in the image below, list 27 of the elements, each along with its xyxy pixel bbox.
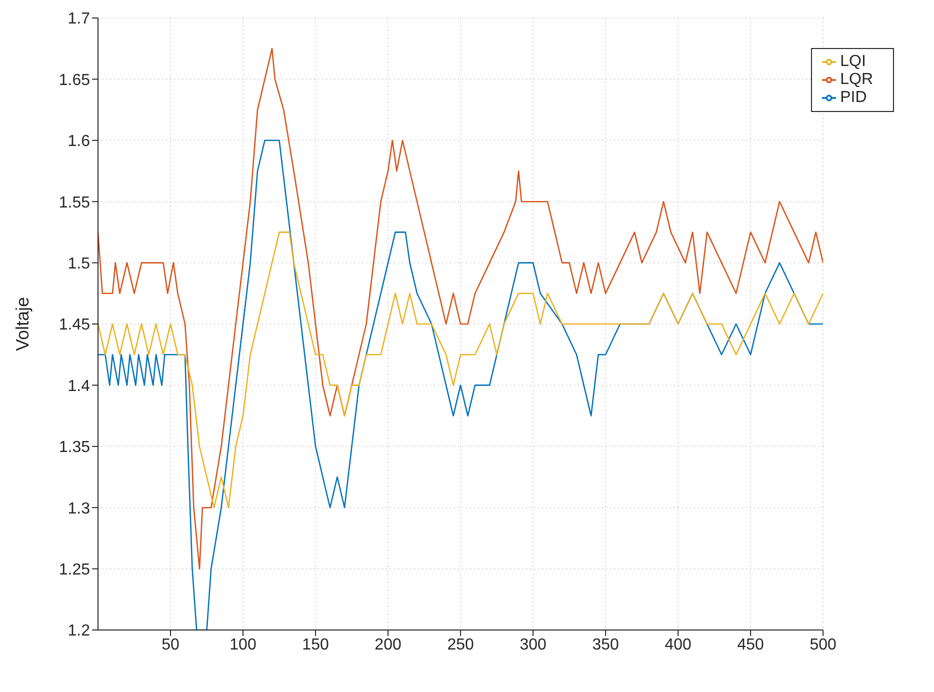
y-tick-label: 1.4 [68, 378, 90, 395]
y-tick-label: 1.7 [68, 10, 90, 28]
x-tick-label: 150 [302, 636, 329, 654]
x-tick-label: 250 [447, 636, 474, 654]
y-tick-label: 1.2 [68, 622, 90, 640]
x-tick-label: 450 [737, 636, 764, 654]
x-tick-label: 350 [592, 636, 620, 654]
y-tick-label: 1.25 [58, 561, 90, 578]
y-tick-label: 1.3 [68, 500, 90, 518]
y-axis-title: Voltaje [12, 296, 32, 352]
legend-label: LQI [840, 53, 866, 70]
y-tick-label: 1.5 [68, 255, 90, 272]
y-tick-label: 1.45 [58, 316, 90, 334]
x-tick-label: 400 [664, 636, 692, 654]
y-tick-label: 1.55 [58, 194, 90, 212]
x-tick-label: 500 [810, 636, 837, 654]
x-tick-label: 300 [520, 636, 546, 654]
y-tick-label: 1.6 [68, 133, 90, 150]
x-tick-label: 200 [374, 636, 402, 654]
y-tick-label: 1.35 [58, 439, 90, 456]
y-tick-label: 1.65 [58, 72, 90, 89]
x-tick-label: 50 [162, 636, 180, 654]
line-series [98, 48, 824, 570]
legend-label: LQR [840, 71, 873, 88]
line-series [98, 232, 824, 508]
x-tick-label: 100 [230, 636, 256, 654]
legend-label: PID [840, 89, 867, 106]
